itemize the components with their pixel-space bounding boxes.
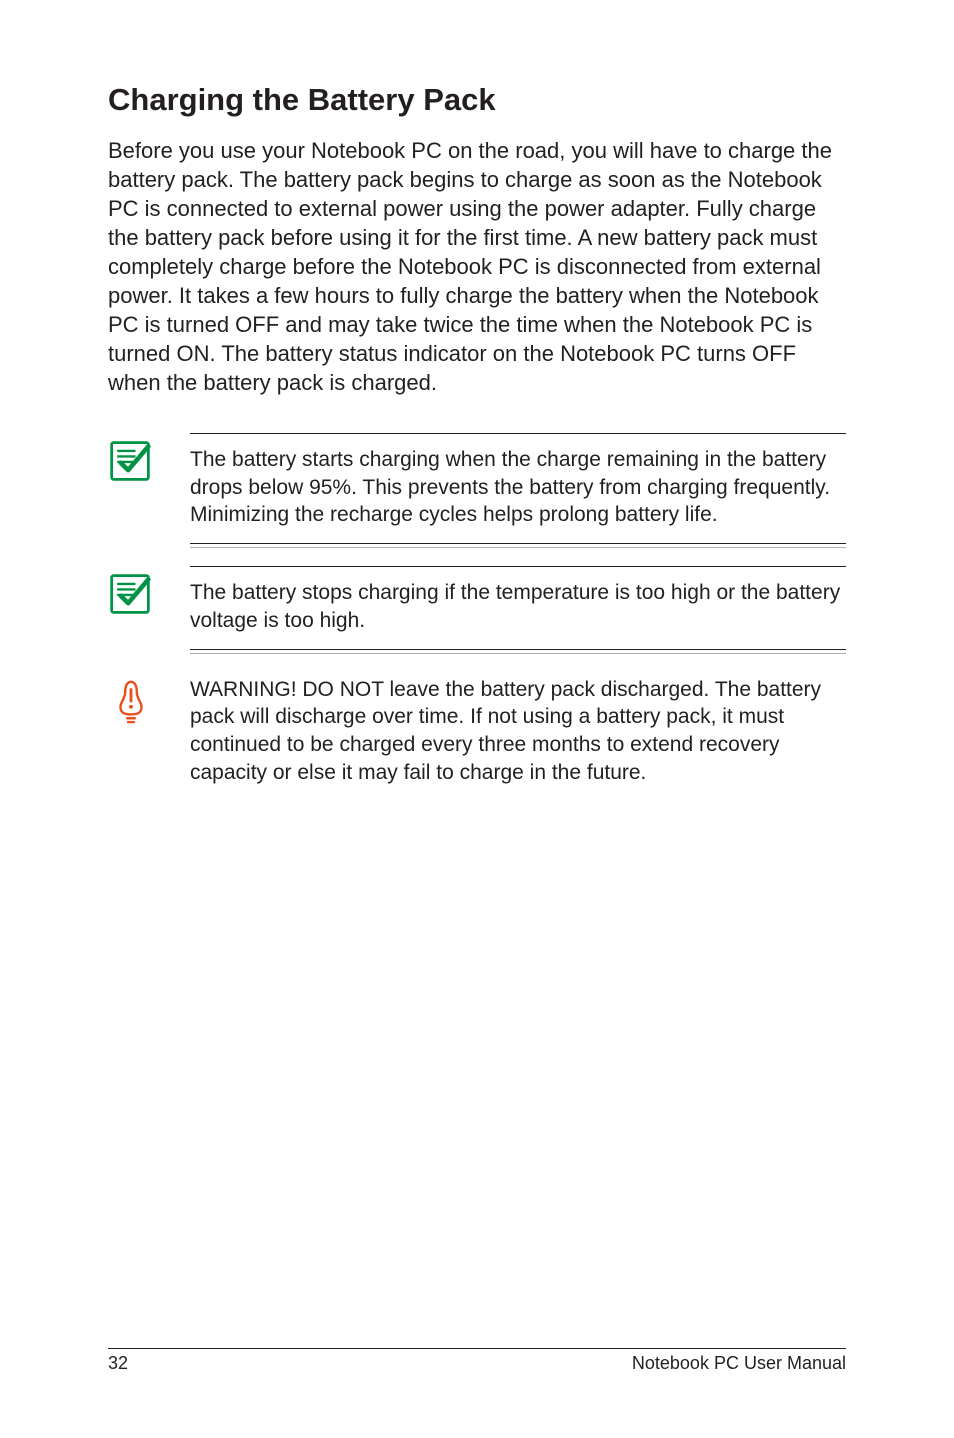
note-text: The battery stops charging if the temper… [190,566,846,649]
note-text: The battery starts charging when the cha… [190,433,846,544]
body-paragraph: Before you use your Notebook PC on the r… [108,136,846,397]
warning-text: WARNING! DO NOT leave the battery pack d… [190,672,846,801]
page-number: 32 [108,1353,128,1374]
note-icon [108,572,152,616]
note-block: The battery starts charging when the cha… [108,433,846,544]
note-icon-cell [108,433,190,488]
note-icon-cell [108,566,190,621]
section-heading: Charging the Battery Pack [108,82,846,118]
page-footer: 32 Notebook PC User Manual [108,1348,846,1374]
warning-block: WARNING! DO NOT leave the battery pack d… [108,672,846,801]
page: Charging the Battery Pack Before you use… [0,0,954,1438]
note-icon [108,439,152,483]
warning-icon [108,678,154,724]
manual-title: Notebook PC User Manual [632,1353,846,1374]
warning-icon-cell [108,672,190,729]
note-block: The battery stops charging if the temper… [108,566,846,649]
